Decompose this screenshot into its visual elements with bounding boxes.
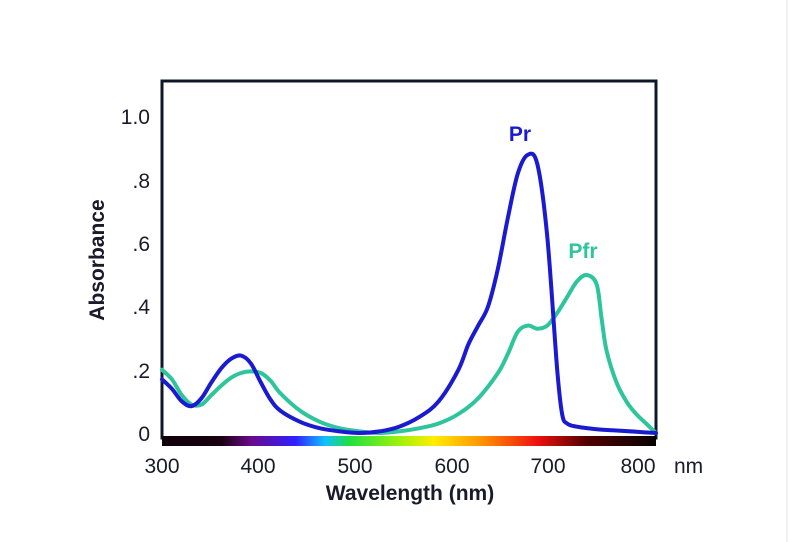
series-label-pr: Pr [509, 123, 531, 146]
visible-spectrum-bar [162, 436, 656, 446]
x-unit-label: nm [674, 455, 703, 478]
y-tick-label: 1.0 [121, 106, 150, 129]
y-tick-label: 0 [138, 423, 150, 446]
x-axis-title: Wavelength (nm) [326, 482, 494, 505]
series-line-pr [160, 151, 658, 435]
x-tick-label: 300 [144, 455, 179, 478]
y-tick-label: .2 [132, 360, 150, 383]
x-tick-label: 400 [240, 455, 275, 478]
x-tick-label: 800 [620, 455, 655, 478]
y-tick-label: .6 [132, 233, 150, 256]
series-label-pfr: Pfr [568, 240, 597, 263]
y-axis-title: Absorbance [86, 199, 109, 320]
x-tick-label: 700 [530, 455, 565, 478]
x-tick-label: 600 [434, 455, 469, 478]
page-edge-divider [786, 0, 788, 542]
x-tick-label: 500 [337, 455, 372, 478]
series-line-pfr [160, 272, 658, 435]
y-tick-label: .8 [132, 170, 150, 193]
y-tick-label: .4 [132, 296, 150, 319]
